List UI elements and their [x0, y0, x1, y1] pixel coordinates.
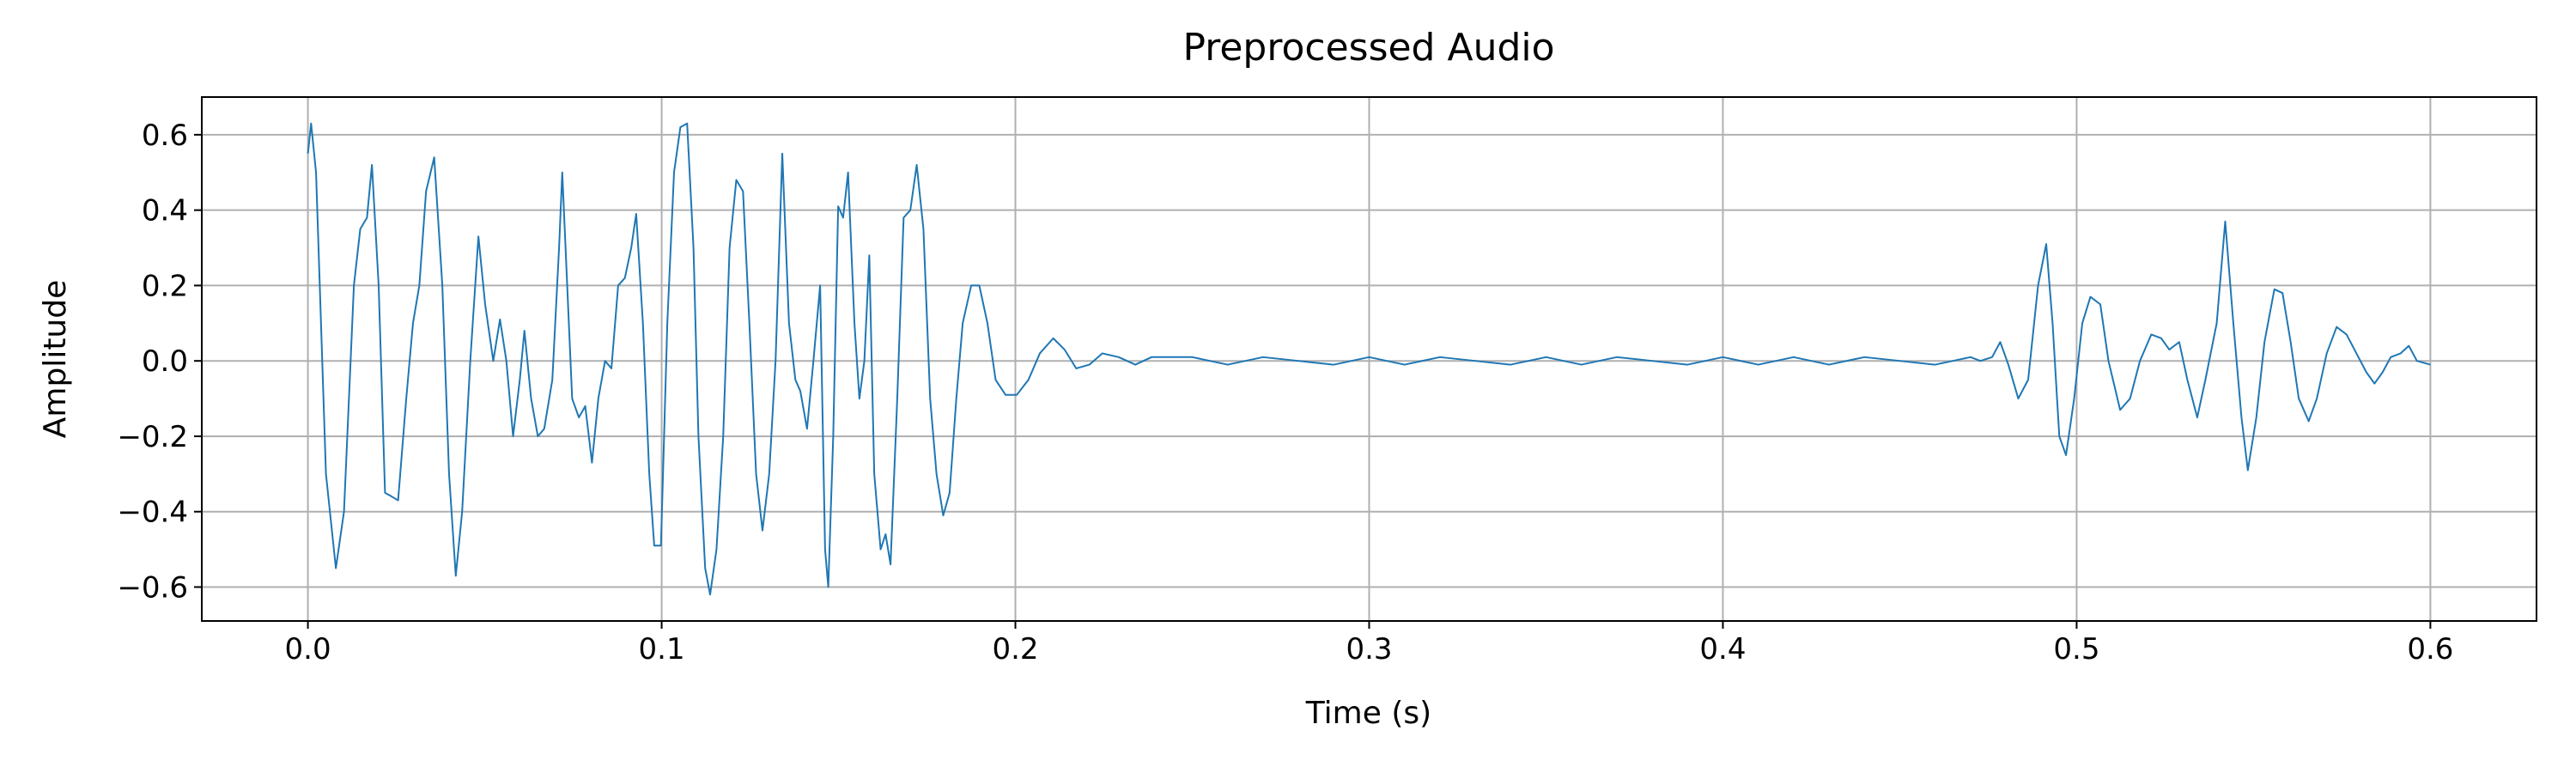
x-tick-label: 0.6	[2407, 632, 2453, 666]
y-tick-label: −0.6	[117, 571, 188, 606]
plot-area	[307, 122, 2431, 596]
chart-title: Preprocessed Audio	[1182, 26, 1554, 70]
x-tick-label: 0.4	[1699, 632, 1746, 666]
y-tick-label: −0.4	[117, 496, 188, 530]
y-tick-label: 0.6	[142, 119, 188, 153]
y-tick-label: −0.2	[117, 420, 188, 454]
y-tick-label: 0.0	[142, 344, 188, 379]
x-tick-label: 0.2	[992, 632, 1038, 666]
grid	[202, 97, 2537, 621]
y-tick-label: 0.2	[142, 269, 188, 303]
ticks: 0.0 0.1 0.2 0.3 0.4 0.5 0.6 −0.6 −0.4 −0.2 0.0 0.2 0…	[117, 119, 2453, 666]
x-tick-label: 0.0	[285, 632, 331, 666]
y-axis-label: Amplitude	[38, 280, 73, 438]
x-axis-label: Time (s)	[1305, 696, 1431, 731]
waveform-line	[307, 122, 2431, 596]
y-tick-label: 0.4	[142, 194, 188, 228]
x-tick-label: 0.5	[2053, 632, 2099, 666]
x-tick-label: 0.1	[639, 632, 685, 666]
x-tick-label: 0.3	[1346, 632, 1392, 666]
